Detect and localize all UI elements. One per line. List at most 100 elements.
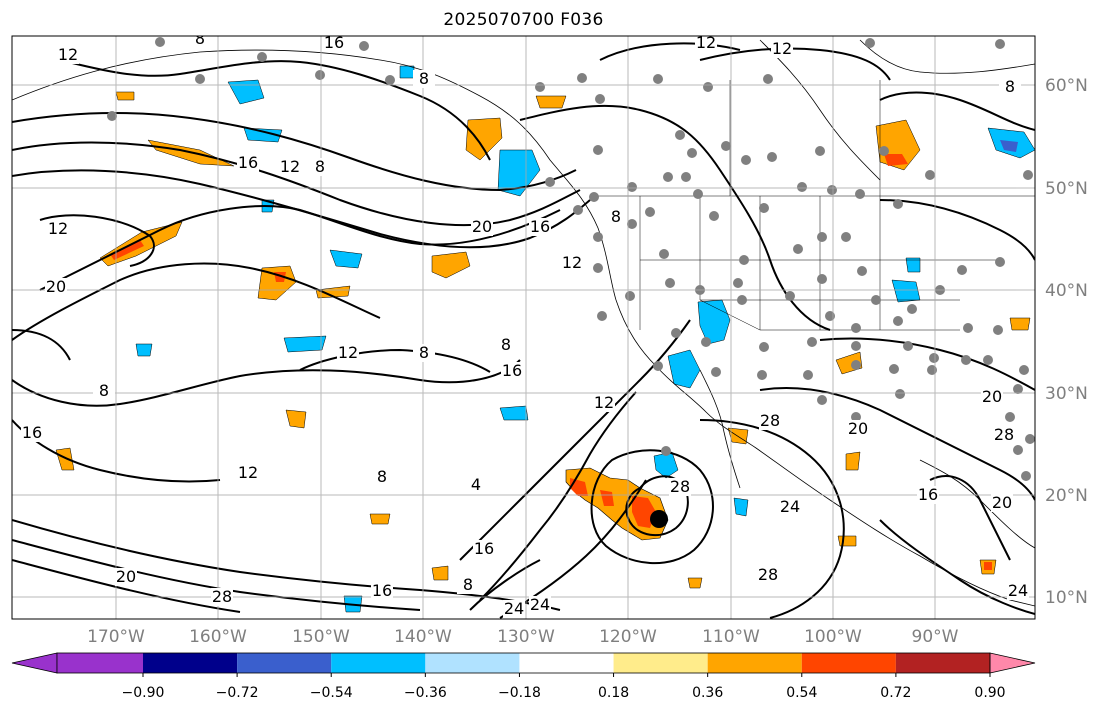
contour-label: 8 (195, 29, 205, 48)
colorbar-block (707, 653, 802, 673)
contour-label-halo (605, 208, 627, 226)
shading-positive-region (845, 451, 861, 471)
colorbar-tick-labels: −0.90 −0.72 −0.54 −0.36 −0.18 0.18 0.36 0.54 0.7… (122, 673, 1006, 701)
contour-label-halo (413, 70, 435, 88)
shading-positive-region (465, 117, 503, 161)
contour-label: 24 (530, 595, 550, 614)
longitude-label: 100°W (804, 627, 862, 647)
contour-label-halo (57, 46, 79, 64)
contour-label: 12 (772, 39, 792, 58)
contour-label-halo (991, 494, 1013, 512)
shading-positive-region (687, 577, 703, 589)
shading-positive-region (55, 447, 75, 471)
contour-label-halo (309, 158, 331, 176)
shading-negative-region (243, 127, 283, 143)
longitude-label: 140°W (394, 627, 452, 647)
contour-label: 8 (419, 343, 429, 362)
contour-label: 16 (918, 485, 938, 504)
contour-label-halo (981, 388, 1003, 406)
longitude-label: 160°W (189, 627, 247, 647)
contour-label: 8 (463, 575, 473, 594)
contour-label: 12 (338, 343, 358, 362)
shading-positive-region (431, 251, 471, 279)
shading-positive-region (285, 409, 307, 429)
colorbar-block (519, 653, 614, 673)
contour-label: 20 (116, 567, 136, 586)
colorbar-extend-high (989, 652, 1036, 674)
shading-strong-positive (984, 562, 992, 570)
shading-negative-region (497, 149, 541, 197)
contour-label: 16 (238, 153, 258, 172)
contour-label-halo (47, 220, 69, 238)
contour-label: 28 (212, 587, 232, 606)
contour-label: 12 (696, 33, 716, 52)
shading-strong-positive (110, 240, 144, 260)
longitude-label: 120°W (599, 627, 657, 647)
contour-label-halo (529, 596, 551, 614)
shading-positive-region (257, 265, 297, 301)
shading-positive-region (1009, 317, 1031, 331)
longitude-label: 90°W (912, 627, 959, 647)
contour-label: 12 (48, 219, 68, 238)
latitude-label: 10°N (1045, 588, 1088, 608)
contour-label-halo (115, 568, 137, 586)
longitude-labels: 170°W 160°W 150°W 140°W 130°W 120°W 110°W 100°W… (87, 627, 959, 647)
colorbar-tick-label: −0.36 (404, 685, 447, 701)
contour-label-halo (999, 78, 1021, 96)
contour-label: 20 (992, 493, 1012, 512)
contour-label: 8 (377, 467, 387, 486)
contour-label-halo (237, 464, 259, 482)
contour-label: 24 (504, 599, 524, 618)
contour-label: 16 (22, 423, 42, 442)
shading-positive-region (115, 91, 135, 101)
contour-label: 20 (982, 387, 1002, 406)
latitude-label: 40°N (1045, 281, 1088, 301)
contour-label-halo (337, 344, 359, 362)
contour-label-halo (561, 254, 583, 272)
contour-label: 12 (594, 393, 614, 412)
colorbar-block (143, 653, 238, 673)
contour-label: 20 (46, 277, 66, 296)
contour-label: 16 (530, 217, 550, 236)
contour-label-halo (473, 540, 495, 558)
colorbar-tick-label: −0.90 (122, 685, 165, 701)
colorbar-tick-label: −0.54 (310, 685, 353, 701)
longitude-label: 130°W (497, 627, 555, 647)
contour-label-halo (779, 498, 801, 516)
latitude-label: 30°N (1045, 384, 1088, 404)
shading-strong-positive (884, 154, 908, 166)
contour-label: 28 (760, 411, 780, 430)
longitude-label: 170°W (87, 627, 145, 647)
contour-label-halo (21, 424, 43, 442)
gridlines (12, 36, 1035, 619)
shading-negative-region (135, 343, 153, 357)
shading-positive-region (535, 95, 567, 109)
shading-negative-region (733, 497, 749, 517)
shading-positive-region (369, 513, 391, 525)
colorbar-block (57, 653, 143, 673)
shading-negative-region (399, 65, 415, 79)
shading-strong-positive (632, 496, 656, 528)
contour-label-halo (917, 486, 939, 504)
contour-label-halo (323, 36, 345, 52)
contour-label-halo (279, 158, 301, 176)
longitude-label: 110°W (702, 627, 760, 647)
coastlines (12, 39, 1035, 607)
contour-label: 24 (1008, 581, 1028, 600)
contour-label: 4 (471, 475, 481, 494)
contour-label-halo (503, 600, 525, 618)
shading-positive-region (837, 535, 857, 547)
contour-label: 16 (324, 33, 344, 52)
shading-strong-positive (600, 490, 614, 506)
contour-label: 8 (315, 157, 325, 176)
contour-label-halo (1007, 582, 1029, 600)
colorbar-block (613, 653, 708, 673)
contour-label-halo (237, 154, 259, 172)
contour-label: 8 (99, 381, 109, 400)
contour-label-halo (495, 336, 517, 354)
shading-negative-region (329, 249, 363, 269)
contour-label-halo (457, 576, 479, 594)
colorbar-tick-label: 0.36 (692, 685, 723, 701)
